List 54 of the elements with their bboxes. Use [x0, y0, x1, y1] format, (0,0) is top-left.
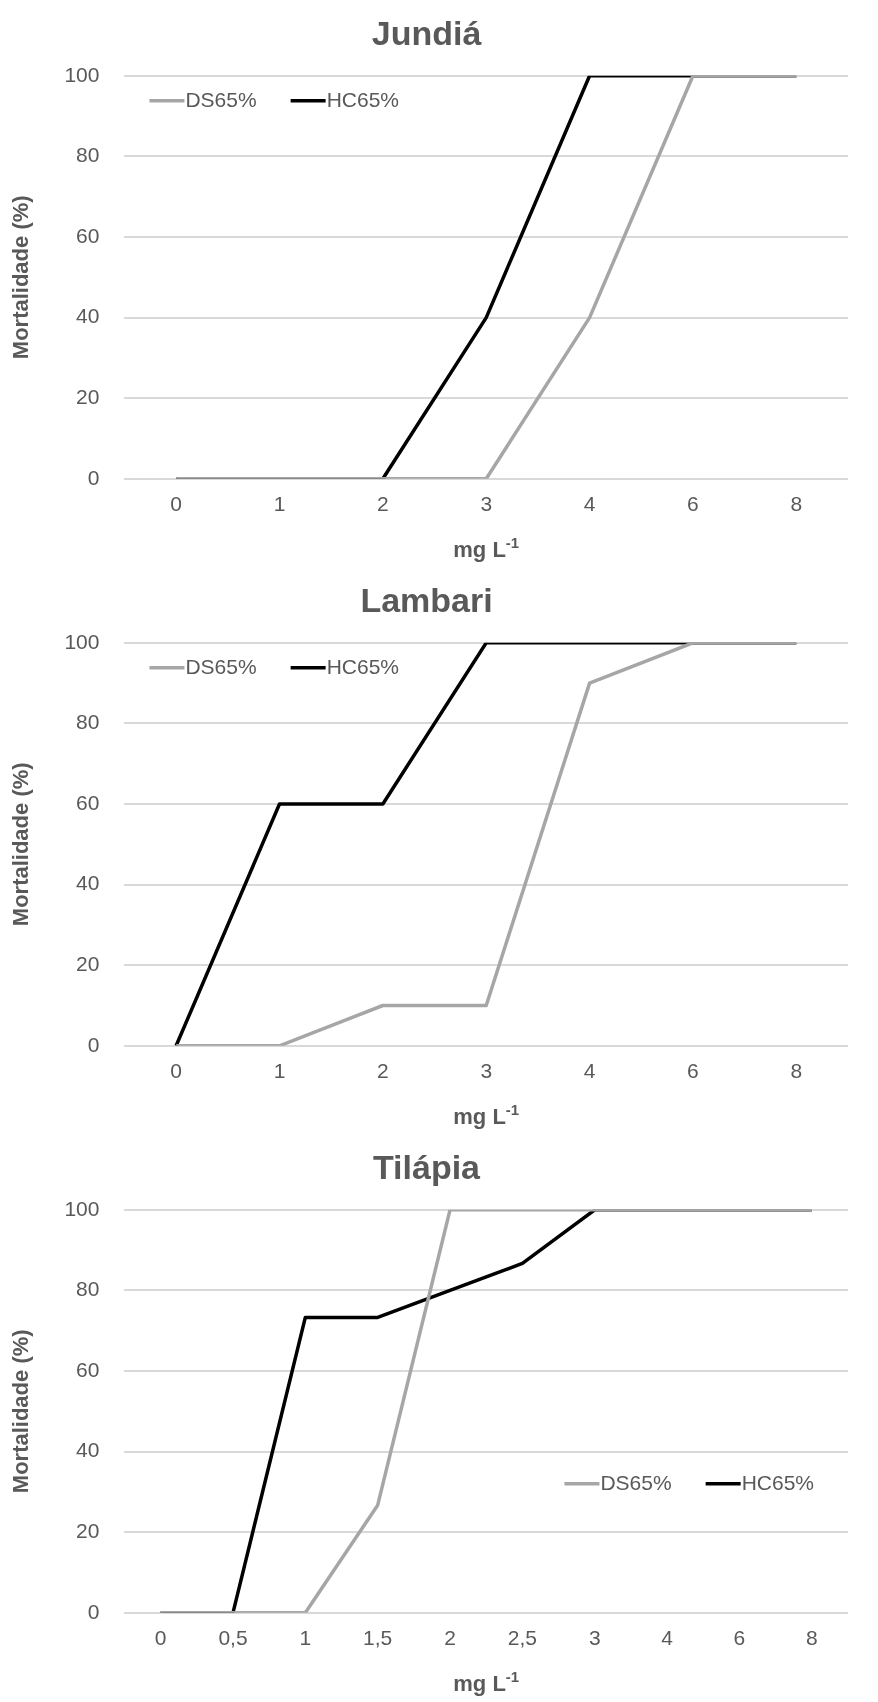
x-tick-label: 4	[583, 492, 596, 516]
y-tick-label: 100	[64, 629, 100, 653]
y-tick-label: 20	[76, 952, 100, 975]
x-tick-label: 0,5	[218, 1626, 248, 1650]
legend-label: HC65%	[326, 87, 400, 111]
y-tick-label: 80	[76, 1277, 100, 1301]
y-tick-label: 0	[87, 1599, 100, 1623]
y-tick-label: 0	[87, 1032, 100, 1056]
chart-title: Jundiá	[371, 13, 482, 52]
y-tick-label: 60	[76, 790, 100, 814]
y-axis-title: Mortalidade (%)	[8, 1329, 34, 1494]
x-tick-label: 0	[170, 492, 182, 516]
x-tick-label: 1	[299, 1626, 312, 1650]
y-tick-label: 0	[87, 465, 100, 489]
y-tick-label: 20	[76, 385, 100, 408]
y-tick-label: 40	[76, 304, 100, 328]
legend-label: DS65%	[600, 1470, 672, 1494]
chart-title: Lambari	[360, 580, 493, 619]
x-tick-label: 1	[273, 1059, 286, 1083]
legend-label: HC65%	[741, 1470, 815, 1494]
x-tick-label: 8	[805, 1626, 818, 1650]
x-tick-label: 4	[583, 1059, 596, 1083]
y-axis-title: Mortalidade (%)	[8, 195, 34, 360]
x-tick-label: 4	[661, 1626, 674, 1650]
x-tick-label: 6	[733, 1626, 746, 1650]
y-tick-label: 20	[76, 1519, 100, 1542]
y-tick-label: 40	[76, 871, 100, 895]
x-tick-label: 6	[687, 1059, 699, 1083]
x-tick-label: 0	[170, 1059, 182, 1083]
x-tick-label: 2	[377, 492, 389, 516]
legend-label: DS65%	[185, 87, 257, 111]
x-tick-label: 2	[377, 1059, 389, 1083]
x-tick-label: 8	[790, 1059, 803, 1083]
x-tick-label: 8	[790, 492, 803, 516]
x-tick-label: 3	[588, 1626, 601, 1650]
x-tick-label: 2,5	[507, 1626, 537, 1650]
x-tick-label: 3	[480, 492, 493, 516]
y-tick-label: 40	[76, 1438, 100, 1462]
legend-label: HC65%	[326, 654, 400, 678]
x-tick-label: 3	[480, 1059, 493, 1083]
chart-title: Tilápia	[372, 1147, 482, 1186]
y-tick-label: 80	[76, 143, 100, 167]
y-tick-label: 60	[76, 1357, 100, 1381]
x-tick-label: 0	[154, 1626, 167, 1650]
y-tick-label: 100	[64, 1196, 100, 1220]
y-axis-title: Mortalidade (%)	[8, 762, 34, 927]
y-tick-label: 60	[76, 223, 100, 247]
legend-label: DS65%	[185, 654, 257, 678]
x-tick-label: 6	[687, 492, 699, 516]
y-tick-label: 80	[76, 710, 100, 734]
x-tick-label: 1	[273, 492, 286, 516]
x-tick-label: 1,5	[363, 1626, 393, 1650]
x-tick-label: 2	[444, 1626, 456, 1650]
y-tick-label: 100	[64, 62, 100, 86]
